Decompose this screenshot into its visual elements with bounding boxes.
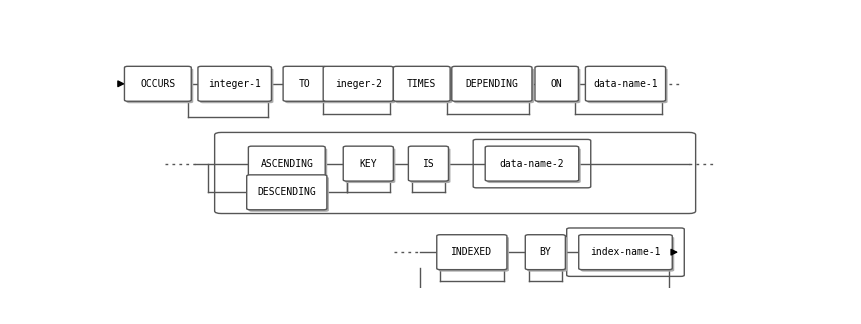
Text: ASCENDING: ASCENDING: [260, 159, 313, 168]
FancyBboxPatch shape: [580, 237, 673, 272]
FancyBboxPatch shape: [246, 175, 326, 210]
FancyBboxPatch shape: [578, 235, 672, 270]
FancyBboxPatch shape: [250, 148, 327, 183]
Text: KEY: KEY: [359, 159, 376, 168]
FancyBboxPatch shape: [485, 146, 578, 181]
FancyBboxPatch shape: [586, 68, 666, 103]
Text: INDEXED: INDEXED: [451, 247, 492, 257]
FancyBboxPatch shape: [410, 148, 450, 183]
FancyBboxPatch shape: [248, 146, 325, 181]
Text: BY: BY: [539, 247, 550, 257]
FancyBboxPatch shape: [453, 68, 533, 103]
Text: TIMES: TIMES: [406, 79, 436, 89]
Text: TO: TO: [299, 79, 310, 89]
Text: ON: ON: [550, 79, 562, 89]
FancyBboxPatch shape: [323, 66, 393, 101]
Text: index-name-1: index-name-1: [590, 247, 660, 257]
FancyBboxPatch shape: [395, 68, 452, 103]
Text: data-name-2: data-name-2: [499, 159, 564, 168]
Text: IS: IS: [422, 159, 434, 168]
FancyBboxPatch shape: [437, 235, 506, 270]
FancyBboxPatch shape: [285, 68, 328, 103]
FancyBboxPatch shape: [249, 177, 329, 212]
FancyBboxPatch shape: [127, 68, 193, 103]
Text: OCCURS: OCCURS: [140, 79, 176, 89]
FancyBboxPatch shape: [585, 66, 665, 101]
FancyBboxPatch shape: [486, 148, 580, 183]
FancyBboxPatch shape: [345, 148, 395, 183]
FancyBboxPatch shape: [535, 66, 578, 101]
Text: data-name-1: data-name-1: [592, 79, 657, 89]
Text: DEPENDING: DEPENDING: [465, 79, 517, 89]
FancyBboxPatch shape: [200, 68, 273, 103]
Text: integer-1: integer-1: [208, 79, 261, 89]
Text: DESCENDING: DESCENDING: [257, 187, 316, 197]
FancyBboxPatch shape: [408, 146, 448, 181]
FancyBboxPatch shape: [282, 66, 326, 101]
FancyBboxPatch shape: [438, 237, 508, 272]
FancyBboxPatch shape: [527, 237, 567, 272]
FancyBboxPatch shape: [325, 68, 395, 103]
FancyBboxPatch shape: [536, 68, 579, 103]
FancyBboxPatch shape: [524, 235, 565, 270]
FancyBboxPatch shape: [198, 66, 271, 101]
FancyBboxPatch shape: [124, 66, 191, 101]
FancyBboxPatch shape: [393, 66, 449, 101]
FancyBboxPatch shape: [451, 66, 531, 101]
FancyBboxPatch shape: [343, 146, 393, 181]
Text: ineger-2: ineger-2: [334, 79, 381, 89]
